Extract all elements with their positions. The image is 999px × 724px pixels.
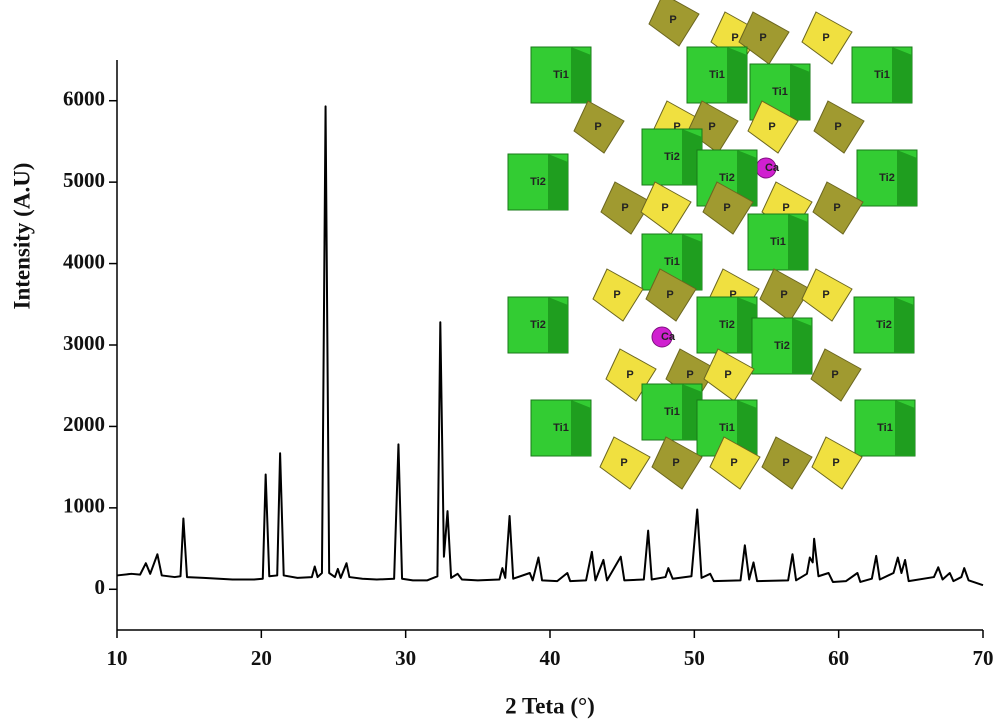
x-tick-label: 20 [251, 646, 272, 670]
inset-label: Ti2 [876, 319, 892, 331]
inset-label: P [626, 369, 633, 381]
y-tick-label: 0 [95, 575, 106, 599]
ti-octahedron-face [892, 47, 912, 103]
inset-label: P [731, 32, 738, 44]
inset-label: Ti1 [719, 422, 735, 434]
ti-octahedron-face [895, 400, 915, 456]
crystal-structure-inset: P P P P Ti1 Ti1 Ti1 Ti1 P P P P P Ti2 Ca Ti2 Ti2 Ti2 P P P P P… [508, 0, 917, 489]
inset-label: P [620, 457, 627, 469]
ti-octahedron-face [790, 64, 810, 120]
ti-octahedron-face [548, 154, 568, 210]
inset-label: P [759, 32, 766, 44]
inset-label: Ti1 [553, 69, 569, 81]
y-tick-label: 6000 [63, 87, 105, 111]
inset-label: Ca [765, 162, 780, 174]
ti-octahedron-face [571, 47, 591, 103]
ti-octahedron-face [571, 400, 591, 456]
inset-label: P [822, 289, 829, 301]
inset-label: Ti1 [874, 69, 890, 81]
y-tick-label: 4000 [63, 249, 105, 273]
x-axis-title: 2 Teta (°) [505, 693, 595, 718]
inset-label: P [672, 457, 679, 469]
ti-octahedron-face [788, 214, 808, 270]
x-tick-label: 30 [395, 646, 416, 670]
inset-label: P [730, 457, 737, 469]
inset-label: P [834, 121, 841, 133]
ti-octahedron-face [792, 318, 812, 374]
y-tick-label: 5000 [63, 168, 105, 192]
ti-octahedron-face [548, 297, 568, 353]
inset-label: Ti2 [719, 172, 735, 184]
inset-label: P [782, 457, 789, 469]
inset-label: Ti2 [530, 319, 546, 331]
ti-octahedron-face [727, 47, 747, 103]
inset-label: P [661, 202, 668, 214]
inset-label: Ti1 [709, 69, 725, 81]
ti-octahedron-face [894, 297, 914, 353]
inset-label: P [724, 369, 731, 381]
inset-label: Ti1 [553, 422, 569, 434]
inset-label: P [708, 121, 715, 133]
inset-label: P [768, 121, 775, 133]
inset-label: Ti1 [664, 406, 680, 418]
inset-label: P [686, 369, 693, 381]
inset-label: P [723, 202, 730, 214]
inset-label: Ti2 [774, 340, 790, 352]
y-axis-title: Intensity (A.U) [9, 163, 34, 310]
y-tick-label: 1000 [63, 494, 105, 518]
inset-label: P [594, 121, 601, 133]
inset-label: Ti1 [877, 422, 893, 434]
x-tick-label: 40 [540, 646, 561, 670]
inset-label: P [782, 202, 789, 214]
inset-label: Ti1 [770, 236, 786, 248]
inset-label: Ti1 [772, 86, 788, 98]
y-tick-label: 3000 [63, 331, 105, 355]
inset-label: P [833, 202, 840, 214]
ti-octahedron-face [897, 150, 917, 206]
inset-label: P [669, 14, 676, 26]
inset-label: Ti2 [530, 176, 546, 188]
inset-label: Ti2 [879, 172, 895, 184]
inset-label: Ti2 [664, 151, 680, 163]
inset-label: P [780, 289, 787, 301]
inset-label: P [621, 202, 628, 214]
y-tick-label: 2000 [63, 412, 105, 436]
inset-label: Ti2 [719, 319, 735, 331]
x-tick-label: 70 [973, 646, 994, 670]
ti-octahedron-face [682, 234, 702, 290]
inset-label: Ti1 [664, 256, 680, 268]
inset-label: P [832, 457, 839, 469]
inset-label: Ca [661, 331, 676, 343]
x-tick-label: 10 [107, 646, 128, 670]
inset-label: P [822, 32, 829, 44]
inset-label: P [666, 289, 673, 301]
page: {"chart_data": {"type": "line", "xlabel"… [0, 0, 999, 724]
x-tick-label: 50 [684, 646, 705, 670]
chart: P P P P Ti1 Ti1 Ti1 Ti1 P P P P P Ti2 Ca Ti2 Ti2 Ti2 P P P P P… [0, 0, 999, 724]
x-tick-label: 60 [828, 646, 849, 670]
inset-label: P [613, 289, 620, 301]
inset-label: P [831, 369, 838, 381]
